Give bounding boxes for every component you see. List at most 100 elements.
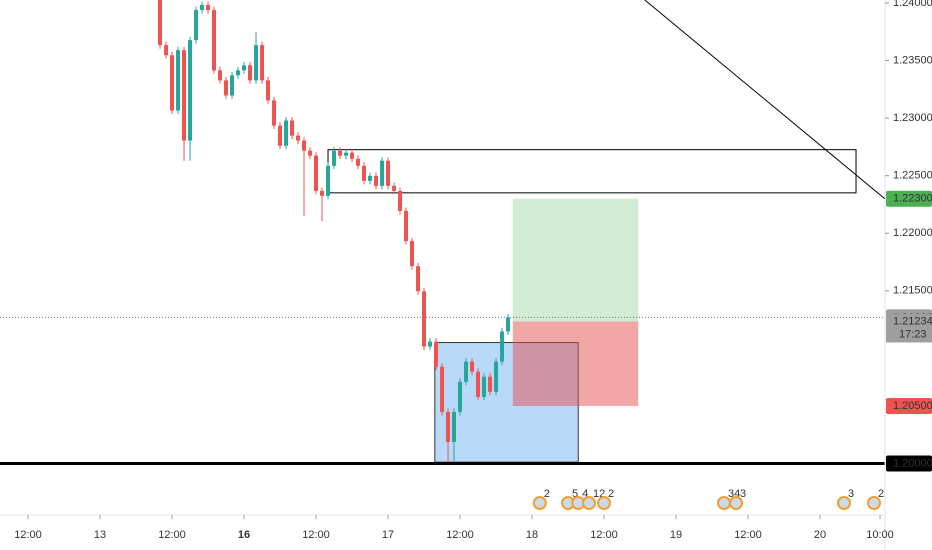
event-icon [729, 496, 744, 510]
candle-body [254, 45, 259, 81]
x-tick-label: 13 [94, 529, 106, 541]
candle-body [176, 50, 181, 111]
candle-body [158, 0, 163, 46]
candle-body [212, 10, 217, 71]
y-tick-label: 1.22500 [893, 170, 932, 182]
candle-body [386, 160, 391, 186]
loss-zone [512, 321, 639, 406]
y-tick-label: 1.23500 [893, 54, 932, 66]
candle-body [338, 150, 343, 156]
x-tick-label: 10:00 [866, 529, 894, 541]
candle-body [284, 120, 289, 146]
candle-body [278, 125, 283, 146]
profit-zone [512, 198, 639, 322]
trend-line [644, 0, 886, 200]
x-tick-label: 20 [814, 529, 826, 541]
candle-body [410, 241, 415, 267]
x-tick-label: 19 [670, 529, 682, 541]
candle-body [422, 291, 427, 347]
candle-body [494, 361, 499, 392]
candle-body [260, 45, 265, 81]
countdown: 17:23 [899, 328, 927, 340]
candle-body [368, 175, 373, 181]
event-count: 2 [878, 488, 884, 500]
candle-body [500, 331, 505, 362]
plot-area [0, 0, 885, 466]
candle-body [458, 381, 463, 412]
candle-body [308, 150, 313, 156]
candle-body [200, 4, 205, 11]
candle-body [170, 55, 175, 111]
candle-body [326, 165, 331, 196]
candle-body [398, 190, 403, 211]
candle-body [374, 175, 379, 186]
candle-body [428, 341, 433, 347]
y-tick-label: 1.23000 [893, 112, 932, 124]
x-tick-label: 12:00 [302, 529, 330, 541]
candle-body [290, 120, 295, 136]
event-icon [532, 496, 547, 510]
price-label-box [886, 313, 932, 330]
x-tick-label: 12:00 [734, 529, 762, 541]
event-icon [837, 496, 852, 510]
candle-body [356, 158, 361, 166]
price-label: 1.21234 [893, 315, 932, 327]
candle-body [392, 185, 397, 191]
candle-body [302, 140, 307, 151]
candle-body [404, 210, 409, 242]
candle-body [164, 45, 169, 56]
x-tick-label: 12:00 [14, 529, 42, 541]
candle-body [224, 80, 229, 96]
candle-body [296, 135, 301, 141]
candle-body [320, 190, 325, 196]
candle-body [434, 341, 439, 367]
candle-body [206, 4, 211, 11]
price-label-box [886, 455, 932, 472]
x-tick-label: 17 [382, 529, 394, 541]
candle-body [266, 80, 271, 101]
candle-body [272, 100, 277, 126]
candle-body [242, 65, 247, 71]
event-count: 4 [582, 488, 588, 500]
axes: 1.24000 1.23500 1.23000 1.22500 1.22000 1.215… [14, 0, 932, 541]
event-icon [867, 496, 882, 510]
candle-body [362, 165, 367, 181]
candle-body [182, 50, 187, 141]
candle-body [416, 266, 421, 292]
x-tick-label: 12:00 [590, 529, 618, 541]
candle-body [248, 65, 253, 81]
candle-body [194, 10, 199, 41]
candle-body [446, 411, 451, 443]
event-count: 2 [544, 488, 550, 500]
candle-body [380, 160, 385, 186]
x-tick-label: 12:00 [158, 529, 186, 541]
candle-body [452, 411, 457, 443]
x-tick-label: 16 [238, 529, 250, 541]
event-count: 3 [740, 488, 746, 500]
price-label-box [886, 397, 932, 414]
candle-body [464, 361, 469, 382]
candle-body [506, 317, 511, 332]
y-tick-label: 1.21500 [893, 285, 932, 297]
event-icon [582, 496, 597, 510]
price-label: 1.20000 [893, 457, 932, 469]
candle-body [488, 376, 493, 392]
candle-body [470, 361, 475, 372]
candle-body [332, 150, 337, 166]
x-tick-label: 12:00 [446, 529, 474, 541]
event-count: 5 [572, 488, 578, 500]
candle-body [476, 371, 481, 397]
price-label-box [886, 190, 932, 207]
event-count: 2 [608, 488, 614, 500]
y-tick-label: 1.24000 [893, 0, 932, 9]
candle-body [350, 152, 355, 159]
candle-body [440, 366, 445, 412]
price-label: 1.22300 [893, 193, 932, 205]
candle-body [236, 70, 241, 76]
candle-body [482, 376, 487, 397]
event-count: 3 [848, 488, 854, 500]
candle-body [314, 155, 319, 191]
